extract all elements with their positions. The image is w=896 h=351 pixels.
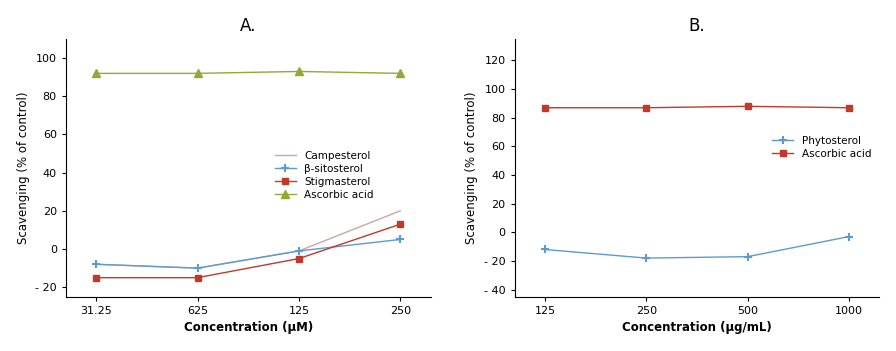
Ascorbic acid [641,106,651,110]
β-sitosterol [294,249,305,253]
Stigmasterol [294,257,305,261]
Legend: Phytosterol, Ascorbic acid: Phytosterol, Ascorbic acid [769,133,874,162]
Y-axis label: Scavenging (% of control): Scavenging (% of control) [17,92,30,244]
β-sitosterol [193,266,203,270]
Campesterol [90,262,101,266]
β-sitosterol [395,237,406,241]
Stigmasterol [90,276,101,280]
X-axis label: Concentration (μg/mL): Concentration (μg/mL) [622,321,771,335]
Phytosterol [539,247,550,252]
Campesterol [395,209,406,213]
Line: Ascorbic acid: Ascorbic acid [92,67,404,78]
Line: Campesterol: Campesterol [96,211,401,268]
β-sitosterol [90,262,101,266]
Ascorbic acid [294,69,305,74]
Phytosterol [742,254,753,259]
Y-axis label: Scavenging (% of control): Scavenging (% of control) [465,92,478,244]
Phytosterol [641,256,651,260]
Ascorbic acid [843,106,854,110]
Phytosterol [843,234,854,239]
Ascorbic acid [90,71,101,75]
Legend: Campesterol, β-sitosterol, Stigmasterol, Ascorbic acid: Campesterol, β-sitosterol, Stigmasterol,… [271,148,376,204]
Line: β-sitosterol: β-sitosterol [92,235,404,272]
Ascorbic acid [742,104,753,108]
Ascorbic acid [193,71,203,75]
X-axis label: Concentration (μM): Concentration (μM) [184,321,313,335]
Stigmasterol [395,222,406,226]
Ascorbic acid [539,106,550,110]
Campesterol [193,266,203,270]
Line: Ascorbic acid: Ascorbic acid [542,104,852,111]
Title: B.: B. [689,16,705,35]
Campesterol [294,249,305,253]
Stigmasterol [193,276,203,280]
Title: A.: A. [240,16,256,35]
Line: Phytosterol: Phytosterol [541,232,853,262]
Line: Stigmasterol: Stigmasterol [93,221,403,280]
Ascorbic acid [395,71,406,75]
